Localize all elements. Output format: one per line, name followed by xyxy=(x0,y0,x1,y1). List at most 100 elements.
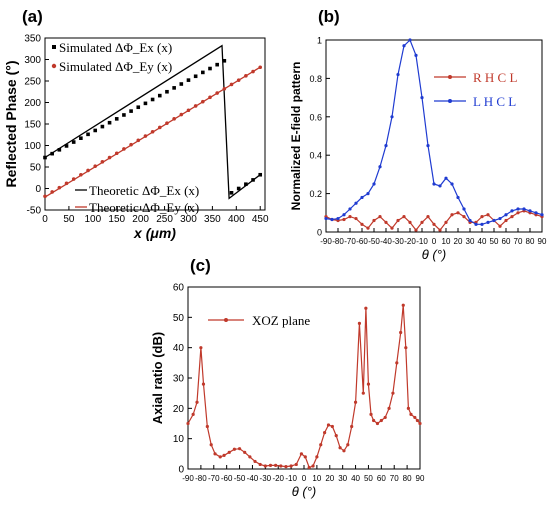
panel-b-lhcl-point xyxy=(354,201,358,205)
panel-a-simulated-ex-point xyxy=(150,97,155,102)
panel-a-simulated-ex-point xyxy=(57,148,62,152)
panel-c-x-tick-label: 10 xyxy=(312,474,321,483)
panel-b-y-axis-label: Normalized E-field pattern xyxy=(289,62,303,211)
panel-b-rhcl-point xyxy=(456,211,460,215)
panel-c-x-tick-label: -20 xyxy=(272,474,284,483)
panel-b-y-tick-label: 0.8 xyxy=(309,74,322,84)
panel-a-simulated-ey-point xyxy=(136,138,141,143)
panel-c-x-tick-label: -80 xyxy=(195,474,207,483)
panel-b-y-tick-label: 0.4 xyxy=(309,151,322,161)
panel-c-x-tick-label: 20 xyxy=(325,474,334,483)
panel-a-simulated-ey-point xyxy=(251,69,255,74)
panel-a-simulated-ey-point xyxy=(179,112,184,117)
panel-b-lhcl-point xyxy=(516,207,520,211)
panel-c-y-tick-label: 20 xyxy=(173,404,185,415)
panel-a-x-tick-label: 250 xyxy=(156,214,173,225)
panel-a-simulated-ey-point xyxy=(208,95,212,100)
panel-a-legend-label: Simulated ΔΦ_Ey (x) xyxy=(59,59,172,74)
panel-c-legend-marker xyxy=(224,318,228,322)
panel-a-simulated-ex-point xyxy=(43,155,47,160)
panel-c-legend-label: XOZ plane xyxy=(252,313,310,328)
panel-b-x-tick-label: -50 xyxy=(368,237,380,246)
panel-b-legend-marker xyxy=(448,99,452,103)
panel-b-lhcl-point xyxy=(330,217,334,222)
panel-a-y-tick-label: 50 xyxy=(30,163,42,174)
panel-c-x-tick-label: 70 xyxy=(390,474,399,483)
panel-a-simulated-ey-point xyxy=(193,104,198,108)
panel-b-lhcl-point xyxy=(528,209,532,213)
panel-c-xoz-point xyxy=(342,449,346,453)
panel-b-y-tick-label: 0 xyxy=(317,228,322,238)
panel-a-simulated-ey-point xyxy=(43,194,47,199)
panel-c-xoz-point xyxy=(330,424,334,429)
panel-b-rhcl-point xyxy=(504,218,508,223)
panel-b-rhcl-point xyxy=(498,224,502,228)
panel-c-xoz-point xyxy=(375,421,380,426)
panel-b-lhcl-point xyxy=(468,218,472,223)
panel-c-label: (c) xyxy=(190,256,211,275)
panel-c-xoz-point xyxy=(209,443,213,447)
panel-c-xoz-point xyxy=(213,452,217,456)
panel-c-xoz-point xyxy=(294,462,298,467)
panel-b-x-tick-label: 50 xyxy=(490,237,499,246)
panel-c-xoz-point xyxy=(357,321,362,325)
panel-b-rhcl-point xyxy=(426,215,430,219)
panel-a-simulated-ey-point xyxy=(64,181,69,186)
panel-b-lhcl-point xyxy=(342,213,346,217)
panel-a-x-tick-label: 100 xyxy=(84,214,101,225)
panel-b-rhcl-line xyxy=(325,210,543,232)
panel-b-x-tick-label: 0 xyxy=(432,237,437,246)
panel-b-lhcl-point xyxy=(492,218,496,223)
panel-c-xoz-point xyxy=(391,391,395,395)
panel-a-legend-marker-ey xyxy=(51,63,57,69)
panel-c-xoz-point xyxy=(406,406,410,410)
panel-a-y-tick-label: 300 xyxy=(24,55,41,66)
panel-a-legend-marker-ex xyxy=(52,45,56,49)
panel-a-simulated-ex-point xyxy=(114,117,119,121)
panel-a-simulated-ey-point xyxy=(50,190,54,194)
panel-c-xoz-point xyxy=(227,450,231,454)
panel-a-simulated-ex-point xyxy=(258,172,263,177)
panel-a-x-tick-label: 450 xyxy=(252,214,269,225)
panel-b-rhcl-point xyxy=(450,213,454,217)
panel-b-lhcl-point xyxy=(324,216,328,221)
panel-a-legend-label: Theoretic ΔΦ_Ex (x) xyxy=(89,183,199,198)
panel-a-simulated-ex-point xyxy=(172,86,176,90)
panel-c-xoz-point xyxy=(401,303,405,307)
panel-b-lhcl-point xyxy=(498,216,502,221)
panel-a-y-tick-label: 100 xyxy=(24,141,41,152)
panel-b-rhcl-point xyxy=(354,216,358,221)
panel-c-xoz-point xyxy=(307,465,311,470)
panel-c-xoz-point xyxy=(195,400,199,404)
panel-b-x-tick-label: 90 xyxy=(538,237,547,246)
panel-a-x-axis-label: x (μm) xyxy=(133,225,176,241)
panel-a-simulated-ey-point xyxy=(222,86,227,91)
panel-b-lhcl-point xyxy=(438,184,442,188)
panel-b-legend-label: R H C L xyxy=(473,70,517,85)
panel-a-x-tick-label: 350 xyxy=(204,214,221,225)
panel-c-xoz-point xyxy=(364,306,368,310)
panel-b-rhcl-point xyxy=(486,213,490,217)
panel-a-simulated-ey-point xyxy=(244,74,248,78)
panel-c-xoz-point xyxy=(418,421,422,426)
panel-c-xoz-point xyxy=(404,346,408,350)
panel-b-rhcl-point xyxy=(516,211,520,215)
panel-b-rhcl-point xyxy=(372,218,376,223)
panel-c-y-tick-label: 50 xyxy=(173,313,185,324)
panel-a-simulated-ey-point xyxy=(57,185,62,190)
panel-b-rhcl-point xyxy=(348,215,352,219)
panel-c-xoz-point xyxy=(268,463,273,467)
panel-a-simulated-ex-point xyxy=(86,132,90,137)
panel-b-x-axis-label: θ (°) xyxy=(422,247,447,262)
panel-a-simulated-ex-point xyxy=(71,140,76,144)
panel-a-x-tick-label: 50 xyxy=(63,214,75,225)
panel-a-simulated-ex-point xyxy=(129,109,133,113)
panel-a-simulated-ey-point xyxy=(258,65,263,70)
panel-b-rhcl-point xyxy=(384,220,388,224)
panel-b-x-tick-label: -40 xyxy=(380,237,392,246)
panel-a-simulated-ey-point xyxy=(86,168,90,173)
panel-b-rhcl-point xyxy=(510,215,514,219)
panel-c-xoz-point xyxy=(379,418,383,423)
panel-b-x-tick-label: -90 xyxy=(320,237,332,246)
panel-c-xoz-point xyxy=(232,447,236,451)
